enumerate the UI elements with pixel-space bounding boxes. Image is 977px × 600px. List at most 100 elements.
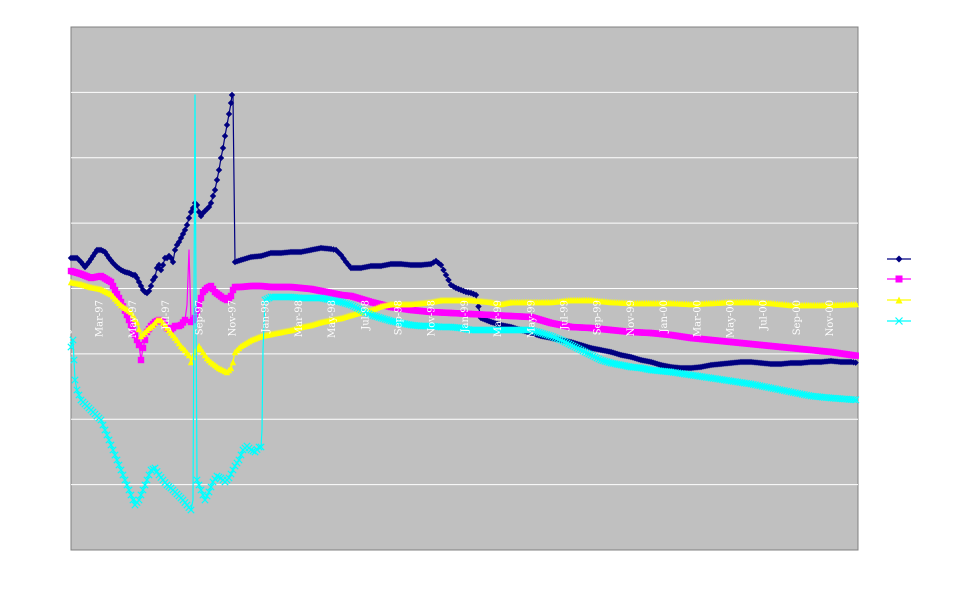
data-point xyxy=(183,221,191,229)
x-tick-label: Jan-99 xyxy=(460,300,471,334)
data-point xyxy=(193,201,201,209)
data-point xyxy=(69,336,77,344)
data-point xyxy=(75,391,83,399)
data-point xyxy=(141,336,149,344)
data-point xyxy=(169,258,177,266)
data-point xyxy=(133,274,141,282)
data-point xyxy=(141,481,149,489)
data-point xyxy=(852,300,859,308)
data-point xyxy=(559,337,567,345)
data-point xyxy=(135,278,143,286)
data-point xyxy=(225,110,233,118)
data-point xyxy=(852,352,859,359)
data-point xyxy=(371,312,379,320)
data-point xyxy=(339,298,347,307)
legend-marker xyxy=(895,296,903,304)
series-cross xyxy=(67,94,860,514)
data-point xyxy=(369,311,377,320)
data-point xyxy=(155,261,163,269)
data-point xyxy=(181,316,189,324)
data-point xyxy=(332,246,340,254)
data-point xyxy=(563,339,571,347)
data-point xyxy=(545,331,553,340)
data-point xyxy=(347,301,355,309)
data-point xyxy=(195,481,203,489)
data-point xyxy=(149,465,157,473)
data-point xyxy=(227,470,235,478)
data-point xyxy=(215,166,223,174)
data-point xyxy=(235,456,243,464)
data-point xyxy=(139,286,147,294)
data-point xyxy=(179,230,187,238)
x-tick-label: May-00 xyxy=(726,300,737,338)
data-point xyxy=(595,355,603,363)
data-point xyxy=(597,356,605,364)
data-point xyxy=(363,309,371,317)
data-point xyxy=(133,318,141,326)
data-point xyxy=(153,467,161,476)
data-point xyxy=(185,351,193,359)
x-tick-label: Sep-99 xyxy=(593,300,604,335)
data-point xyxy=(201,207,209,215)
data-point xyxy=(147,282,155,290)
data-point xyxy=(109,446,117,454)
data-point xyxy=(852,359,859,366)
data-point xyxy=(123,311,131,319)
x-tick-label: Jul-00 xyxy=(759,300,770,331)
data-point xyxy=(135,496,143,504)
data-point xyxy=(203,492,211,500)
data-point xyxy=(191,314,199,322)
x-tick-label: Mar-99 xyxy=(493,300,504,337)
data-point xyxy=(585,350,593,358)
data-point xyxy=(131,331,139,339)
data-point xyxy=(527,326,535,334)
data-point xyxy=(255,443,263,451)
data-point xyxy=(193,476,201,484)
data-point xyxy=(215,473,223,481)
x-tick-label: Jul-99 xyxy=(560,300,571,331)
data-point xyxy=(187,208,195,216)
data-point xyxy=(577,346,585,354)
data-point xyxy=(101,248,109,256)
data-point xyxy=(189,204,197,212)
data-point xyxy=(103,431,111,439)
data-point xyxy=(105,436,113,444)
data-point xyxy=(335,249,342,256)
data-point xyxy=(561,338,569,346)
data-point xyxy=(127,321,135,329)
series-markers xyxy=(67,293,860,514)
data-point xyxy=(263,295,271,303)
series-markers xyxy=(67,267,859,364)
legend xyxy=(887,255,911,325)
data-point xyxy=(531,327,539,335)
data-point xyxy=(111,286,119,294)
data-point xyxy=(153,264,161,272)
data-point xyxy=(197,486,205,494)
data-point xyxy=(440,266,447,274)
data-point xyxy=(97,416,105,424)
data-point xyxy=(379,314,387,323)
data-point xyxy=(131,271,139,279)
x-tick-label: Nov-97 xyxy=(228,300,239,337)
data-point xyxy=(207,483,215,491)
data-point xyxy=(173,241,181,249)
data-point xyxy=(99,421,107,429)
data-point xyxy=(341,299,349,307)
data-point xyxy=(171,246,179,254)
data-point xyxy=(261,296,269,304)
data-point xyxy=(541,330,549,338)
data-point xyxy=(445,276,452,284)
x-tick-label: Nov-99 xyxy=(626,300,637,337)
data-point xyxy=(381,315,389,323)
data-point xyxy=(228,91,236,99)
x-tick-label: Mar-97 xyxy=(95,300,106,337)
x-tick-label: Sep-98 xyxy=(394,300,405,335)
data-point xyxy=(573,344,581,352)
x-tick-label: May-99 xyxy=(526,300,537,338)
data-point xyxy=(355,305,363,313)
x-tick-label: Jul-97 xyxy=(161,300,172,331)
data-point xyxy=(367,311,375,319)
data-point xyxy=(557,336,565,344)
data-point xyxy=(249,447,257,455)
